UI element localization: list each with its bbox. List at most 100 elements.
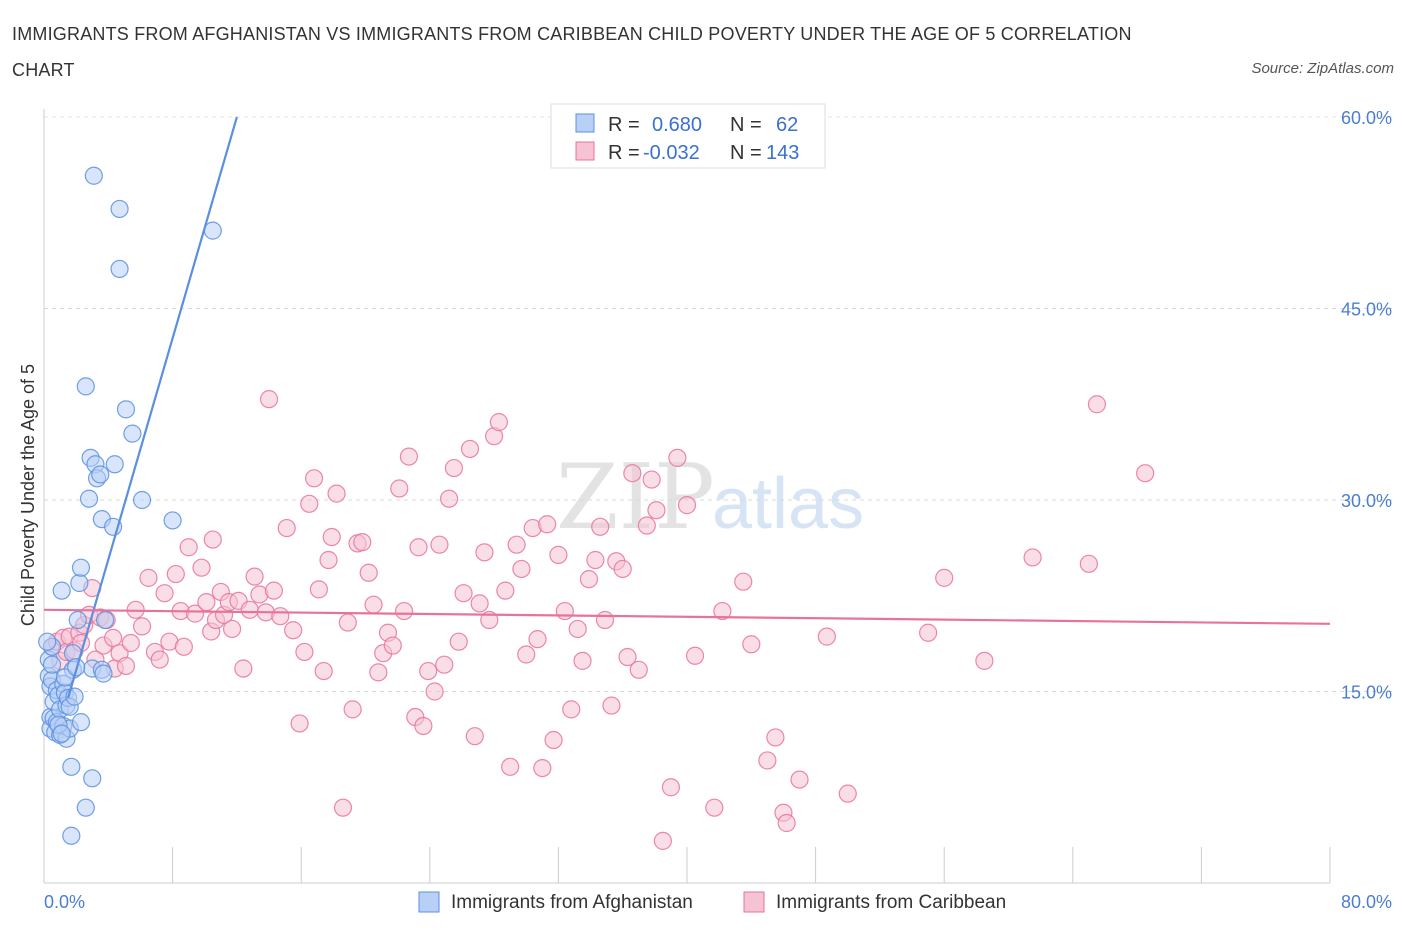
legend-n-value-2: 143 xyxy=(766,142,799,164)
axes xyxy=(43,109,1331,884)
point-caribbean xyxy=(309,580,328,599)
point-caribbean xyxy=(304,469,324,488)
point-caribbean xyxy=(264,581,283,600)
point-caribbean xyxy=(538,515,557,534)
point-afghanistan xyxy=(71,713,91,732)
y-tick-label: 30.0% xyxy=(1341,491,1392,511)
point-caribbean xyxy=(234,659,253,678)
point-afghanistan xyxy=(94,664,113,683)
point-caribbean xyxy=(817,627,836,646)
legend-r-label-1: R = xyxy=(608,114,640,136)
point-caribbean xyxy=(758,751,777,770)
point-caribbean xyxy=(186,604,205,623)
point-afghanistan xyxy=(84,166,103,185)
point-afghanistan xyxy=(52,724,71,743)
point-caribbean xyxy=(568,619,587,639)
point-caribbean xyxy=(104,628,123,647)
point-caribbean xyxy=(465,727,484,746)
point-afghanistan xyxy=(116,400,136,419)
point-caribbean xyxy=(595,610,615,630)
tick-labels: 15.0% 30.0% 45.0% 60.0% 0.0% 80.0% xyxy=(44,108,1392,912)
y-axis-title: Child Poverty Under the Age of 5 xyxy=(18,364,38,626)
point-afghanistan xyxy=(95,610,115,630)
point-caribbean xyxy=(174,637,193,656)
point-caribbean xyxy=(132,617,152,636)
point-caribbean xyxy=(579,570,599,589)
series-legend: Immigrants from Afghanistan Immigrants f… xyxy=(418,891,1006,913)
point-afghanistan xyxy=(105,455,124,474)
point-caribbean xyxy=(240,600,259,619)
point-afghanistan xyxy=(83,769,102,788)
point-caribbean xyxy=(245,567,264,586)
point-caribbean xyxy=(549,545,568,564)
point-caribbean xyxy=(338,613,357,632)
point-afghanistan xyxy=(110,199,129,219)
point-caribbean xyxy=(653,831,672,850)
point-caribbean xyxy=(1079,554,1098,573)
point-caribbean xyxy=(489,413,509,432)
point-caribbean xyxy=(555,601,574,621)
point-caribbean xyxy=(259,390,279,409)
point-caribbean xyxy=(409,538,428,557)
point-caribbean xyxy=(460,439,480,459)
point-caribbean xyxy=(919,623,938,642)
point-afghanistan xyxy=(38,632,57,651)
point-caribbean xyxy=(300,494,319,513)
point-caribbean xyxy=(359,563,378,582)
point-caribbean xyxy=(512,559,531,579)
point-caribbean xyxy=(777,813,796,833)
point-afghanistan xyxy=(52,581,71,600)
stats-legend-box xyxy=(550,103,826,169)
point-caribbean xyxy=(179,538,198,557)
point-caribbean xyxy=(449,632,468,651)
y-tick-label: 60.0% xyxy=(1341,108,1392,128)
point-caribbean xyxy=(435,655,454,674)
point-caribbean xyxy=(838,784,857,803)
point-caribbean xyxy=(637,516,656,535)
point-caribbean xyxy=(496,581,515,600)
point-afghanistan xyxy=(68,610,87,630)
point-caribbean xyxy=(290,714,309,733)
point-caribbean xyxy=(517,645,536,664)
point-caribbean xyxy=(618,647,637,667)
source-label: Source: ZipAtlas.com xyxy=(1251,60,1394,77)
point-afghanistan xyxy=(163,511,182,530)
point-caribbean xyxy=(642,470,661,489)
bottom-legend-swatch-afghanistan xyxy=(418,891,440,913)
point-caribbean xyxy=(383,636,402,655)
point-caribbean xyxy=(319,550,338,570)
point-afghanistan xyxy=(71,558,91,577)
point-caribbean xyxy=(425,682,444,701)
point-caribbean xyxy=(734,572,753,591)
point-afghanistan xyxy=(76,798,95,817)
point-caribbean xyxy=(790,770,809,789)
bottom-legend-label-caribbean: Immigrants from Caribbean xyxy=(776,892,1006,913)
x-tick-label-min: 0.0% xyxy=(44,892,85,912)
point-caribbean xyxy=(390,479,409,498)
legend-swatch-caribbean xyxy=(575,141,595,161)
point-afghanistan xyxy=(79,489,99,508)
point-caribbean xyxy=(414,716,433,736)
legend-n-label-2: N = xyxy=(730,142,762,164)
point-caribbean xyxy=(475,543,494,562)
point-caribbean xyxy=(222,619,242,639)
watermark-atlas: atlas xyxy=(712,464,864,544)
legend-r-value-2: -0.032 xyxy=(643,142,700,164)
trend-line-afghanistan xyxy=(67,116,238,699)
stats-legend: R = 0.680 N = 62 R = -0.032 N = 143 xyxy=(550,103,826,169)
point-caribbean xyxy=(713,601,732,621)
bottom-legend-swatch-caribbean xyxy=(743,891,765,913)
point-caribbean xyxy=(647,501,666,520)
point-caribbean xyxy=(1087,395,1107,414)
point-afghanistan xyxy=(91,465,110,484)
point-caribbean xyxy=(192,558,211,577)
point-afghanistan xyxy=(62,826,81,845)
point-caribbean xyxy=(562,700,581,719)
y-tick-label: 45.0% xyxy=(1341,300,1392,320)
point-caribbean xyxy=(166,564,185,584)
point-caribbean xyxy=(975,651,994,670)
legend-swatch-afghanistan xyxy=(575,113,595,133)
y-tick-label: 15.0% xyxy=(1341,683,1392,703)
point-afghanistan xyxy=(110,259,129,279)
